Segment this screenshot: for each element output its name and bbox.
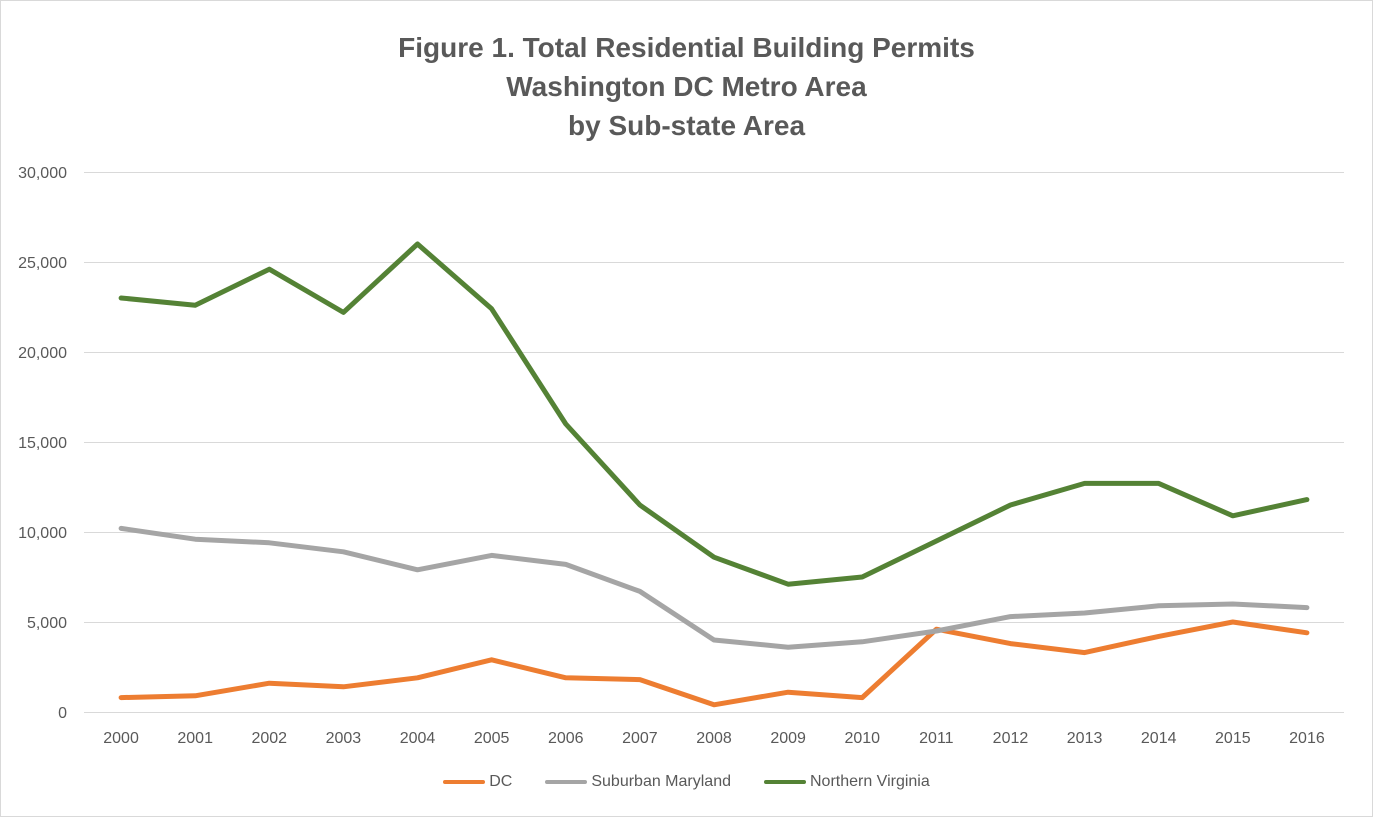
x-tick-label: 2012: [993, 730, 1029, 747]
x-tick-label: 2014: [1141, 730, 1177, 747]
y-tick-label: 25,000: [18, 255, 67, 272]
x-tick-label: 2016: [1289, 730, 1325, 747]
legend-item-dc: DC: [443, 771, 512, 793]
legend-label-suburban-maryland: Suburban Maryland: [591, 773, 731, 790]
chart-legend: DC Suburban Maryland Northern Virginia: [1, 771, 1372, 793]
x-tick-label: 2011: [919, 730, 954, 747]
series-line-northern-virginia: [118, 241, 1310, 587]
x-tick-label: 2000: [103, 730, 139, 747]
chart-title: Figure 1. Total Residential Building Per…: [1, 28, 1372, 145]
x-tick-label: 2008: [696, 730, 732, 747]
y-tick-label: 10,000: [18, 525, 67, 542]
legend-item-suburban-maryland: Suburban Maryland: [545, 771, 731, 793]
x-tick-label: 2005: [474, 730, 510, 747]
x-tick-label: 2003: [326, 730, 362, 747]
legend-swatch-northern-virginia: [763, 780, 806, 784]
x-tick-label: 2009: [770, 730, 806, 747]
series-line-suburban-maryland: [118, 525, 1310, 650]
series-lines: [118, 241, 1310, 708]
x-tick-label: 2002: [251, 730, 287, 747]
legend-label-dc: DC: [489, 773, 513, 790]
x-axis-tick-labels: 2000 2001 2002 2003 2004 2005 2006 2007 2008 2009…: [103, 730, 1325, 747]
x-tick-label: 2004: [400, 730, 436, 747]
x-tick-label: 2015: [1215, 730, 1251, 747]
y-tick-label: 30,000: [18, 165, 67, 182]
legend-label-northern-virginia: Northern Virginia: [809, 773, 930, 790]
y-tick-label: 5,000: [27, 615, 67, 632]
legend-swatch-dc: [443, 780, 486, 784]
chart-title-line-1: Figure 1. Total Residential Building Per…: [398, 32, 975, 63]
horizontal-gridlines: [84, 172, 1344, 713]
y-tick-label: 15,000: [18, 435, 67, 452]
x-tick-label: 2010: [844, 730, 880, 747]
legend-item-northern-virginia: Northern Virginia: [763, 771, 930, 793]
chart-title-line-2: Washington DC Metro Area: [506, 71, 867, 102]
chart-title-line-3: by Sub-state Area: [567, 110, 806, 141]
legend-swatch-suburban-maryland: [545, 780, 588, 784]
x-tick-label: 2006: [548, 730, 584, 747]
y-axis-tick-labels: 0 5,000 10,000 15,000 20,000 25,000 30,000: [18, 165, 67, 722]
y-tick-label: 20,000: [18, 345, 67, 362]
series-line-dc: [118, 619, 1310, 708]
y-tick-label: 0: [58, 705, 67, 722]
x-tick-label: 2007: [622, 730, 658, 747]
x-tick-label: 2001: [177, 730, 213, 747]
x-tick-label: 2013: [1067, 730, 1103, 747]
